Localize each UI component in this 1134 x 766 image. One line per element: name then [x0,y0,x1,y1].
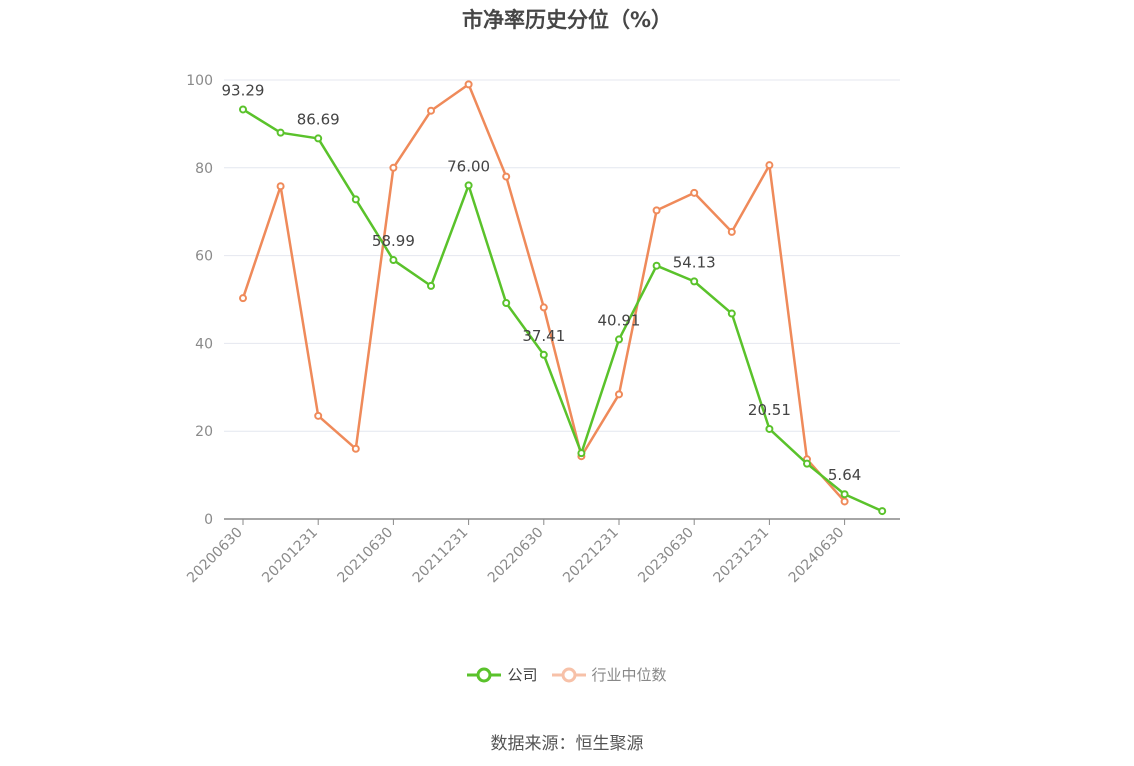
industry-median-data-point [502,172,511,181]
industry-median-data-point [389,163,398,172]
company-data-point [539,350,548,359]
x-tick-label: 20210630 [335,525,397,587]
company-data-point [652,261,661,270]
company-data-point [727,309,736,318]
industry-median-data-point [427,106,435,115]
company-data-label: 86.69 [297,110,340,128]
industry-median-data-point [765,161,774,170]
y-axis: 0 20 40 60 80 100 [186,73,213,528]
industry-median-data-point [314,411,323,420]
company-data-point [803,459,811,468]
industry-median-data-point [539,303,548,312]
company-data-point [389,256,398,265]
company-data-label: 20.51 [748,401,791,419]
legend-item-industry-median[interactable]: 行业中位数 [551,664,667,685]
legend-company-marker-icon [467,667,502,682]
x-tick-label: 20240630 [786,525,848,587]
y-tick-label: 20 [195,424,213,440]
x-tick-label: 20220630 [485,525,547,587]
company-data-point [765,424,774,433]
company-data-label: 54.13 [673,253,716,271]
company-data-point [351,195,360,204]
company-data-label: 93.29 [222,81,265,99]
legend-industry-label: 行业中位数 [591,666,667,684]
x-tick-label: 20201231 [259,525,321,587]
industry-median-data-point [840,497,849,506]
company-data-point [840,490,849,499]
x-tick-label: 20221231 [560,525,622,587]
company-data-point [239,105,247,114]
legend-item-company[interactable]: 公司 [467,664,538,685]
x-tick-label: 20230630 [635,525,697,587]
company-data-point [502,299,511,308]
company-data-point [615,335,623,344]
x-tick-label: 20211231 [410,525,472,587]
industry-median-data-point [690,188,699,197]
x-tick-label: 20231231 [711,525,773,587]
company-data-point [314,134,323,143]
industry-median-data-point [351,444,360,453]
y-tick-label: 60 [195,249,213,265]
company-data-point [577,449,586,458]
company-data-point [690,277,699,286]
y-tick-label: 0 [204,512,213,528]
company-series-line [242,108,883,513]
legend-company-label: 公司 [507,666,538,684]
legend-industry-marker-icon [551,667,586,682]
company-data-label: 37.41 [522,327,565,345]
industry-median-data-point [239,294,247,303]
company-data-label: 40.91 [598,311,641,329]
chart-title: 市净率历史分位（%） [461,8,673,32]
data-labels: 93.29 86.69 58.99 76.00 37.41 40.91 54.13 20.51… [222,81,862,484]
industry-median-series-line [241,83,846,503]
company-data-label: 76.00 [447,157,490,175]
x-tick-label: 20200630 [184,525,246,587]
data-source-note: 数据来源：恒生聚源 [490,734,644,754]
industry-median-data-point [652,206,661,215]
y-tick-label: 100 [186,73,213,89]
company-data-point [276,128,285,137]
y-tick-label: 40 [195,336,213,352]
industry-median-data-point [464,80,473,89]
industry-median-data-point [276,182,285,191]
x-axis: 20200630 20201231 20210630 20211231 20220630… [184,518,900,587]
legend: 公司 行业中位数 [0,664,1134,685]
company-data-label: 5.64 [828,466,861,484]
company-data-point [464,181,473,190]
company-data-label: 58.99 [372,232,415,250]
company-data-point [878,507,887,516]
y-tick-label: 80 [195,161,213,177]
industry-median-data-point [727,227,736,236]
industry-median-data-point [615,390,623,399]
series-lines[interactable] [239,80,887,516]
company-data-point [427,281,435,290]
